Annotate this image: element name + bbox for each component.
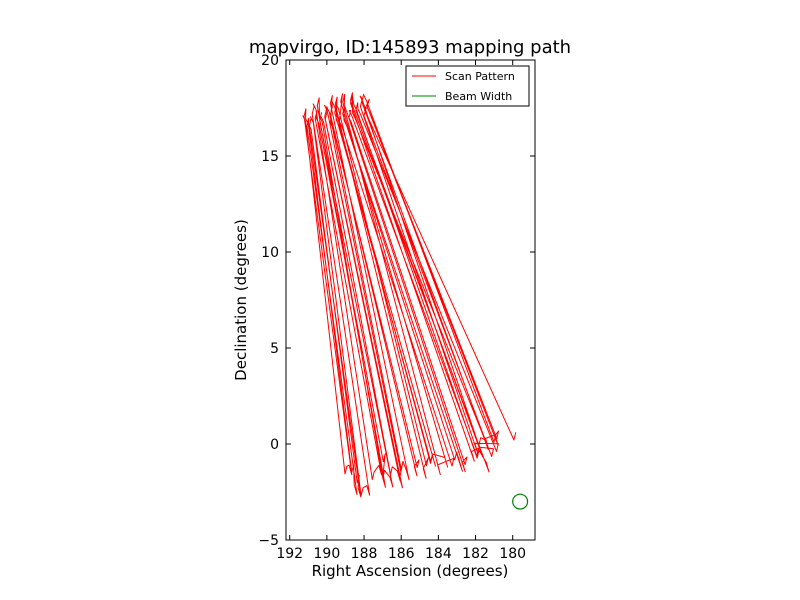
x-tick-label: 192 bbox=[276, 546, 303, 562]
legend: Scan Pattern Beam Width bbox=[405, 65, 530, 107]
x-tick-label: 180 bbox=[499, 546, 526, 562]
legend-box bbox=[405, 65, 530, 107]
y-tick-label: 5 bbox=[270, 341, 279, 357]
y-axis-label: Declination (degrees) bbox=[232, 219, 250, 381]
beam-width-series bbox=[512, 493, 529, 510]
plot-frame bbox=[285, 59, 536, 541]
x-tick-label: 186 bbox=[388, 546, 415, 562]
y-tick-label: 0 bbox=[270, 437, 279, 453]
legend-beam-label: Beam Width bbox=[445, 90, 512, 103]
x-tick-label: 188 bbox=[351, 546, 378, 562]
beam-width-circle bbox=[512, 493, 529, 510]
scan-pattern-series bbox=[302, 92, 517, 498]
scan-pattern-line bbox=[302, 92, 517, 498]
y-tick-label: 20 bbox=[261, 53, 279, 69]
y-tick-label: −5 bbox=[258, 533, 279, 549]
x-tick-label: 190 bbox=[314, 546, 341, 562]
y-tick-label: 10 bbox=[261, 245, 279, 261]
x-tick-label: 184 bbox=[425, 546, 452, 562]
x-tick-label: 182 bbox=[462, 546, 489, 562]
legend-scan-label: Scan Pattern bbox=[445, 70, 515, 83]
y-tick-label: 15 bbox=[261, 149, 279, 165]
axis-ticks: 192 190 188 186 184 182 180 −5 0 5 10 15 20 bbox=[258, 53, 535, 562]
x-axis-label: Right Ascension (degrees) bbox=[312, 562, 509, 580]
chart-title: mapvirgo, ID:145893 mapping path bbox=[249, 37, 571, 58]
